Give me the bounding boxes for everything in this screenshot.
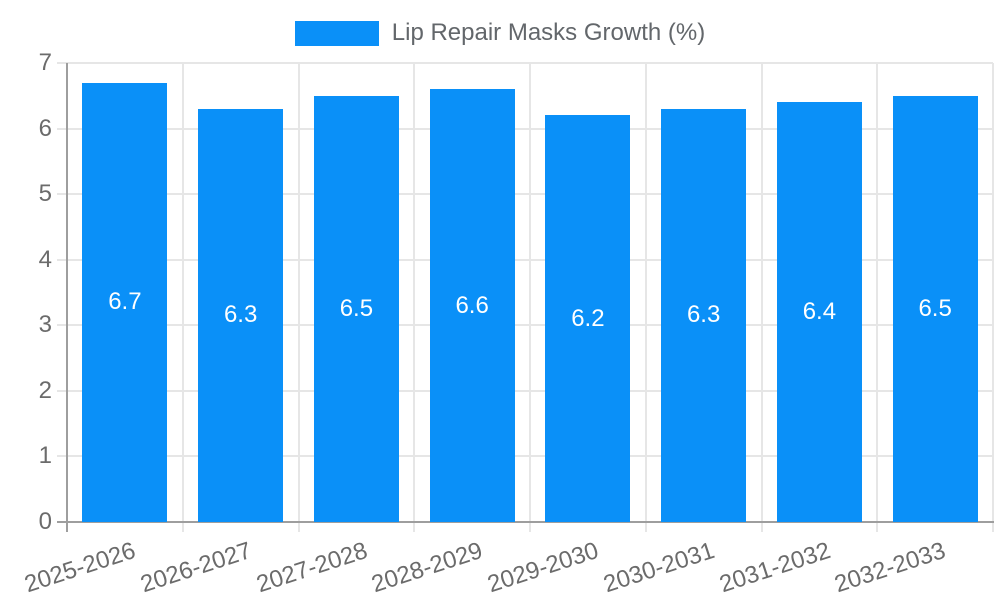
bar[interactable] — [313, 95, 399, 522]
y-axis-line — [66, 63, 68, 523]
x-axis-tick-mark — [760, 522, 763, 532]
legend[interactable]: Lip Repair Masks Growth (%) — [0, 19, 1000, 47]
x-axis-tick-mark — [413, 522, 416, 532]
x-axis-tick-mark — [876, 522, 879, 532]
bar[interactable] — [545, 115, 631, 522]
gridline-vertical — [181, 63, 184, 522]
gridline-vertical — [760, 63, 763, 522]
y-axis-tick-label: 4 — [38, 245, 52, 273]
x-axis-category-label: 2025-2026 — [21, 537, 139, 599]
bar-value-label: 6.4 — [802, 298, 837, 326]
bar-value-label: 6.5 — [918, 294, 952, 322]
bar-value-label: 6.7 — [108, 288, 142, 316]
y-axis-tick-label: 0 — [38, 508, 52, 535]
x-axis-category-label: 2030-2031 — [600, 537, 718, 599]
bar[interactable] — [82, 82, 168, 522]
x-axis-category-label: 2032-2033 — [831, 537, 950, 599]
x-axis-tick-mark — [66, 522, 68, 532]
bar[interactable] — [198, 108, 284, 522]
x-axis-tick-mark — [992, 522, 994, 532]
x-axis-tick-mark — [529, 522, 531, 532]
gridline-vertical — [297, 63, 300, 522]
y-axis-tick-mark — [57, 389, 67, 392]
x-axis-category-label: 2031-2032 — [715, 537, 834, 599]
y-axis-tick-mark — [57, 258, 67, 261]
y-axis-tick-mark — [57, 193, 67, 196]
bar-value-label: 6.2 — [571, 304, 605, 332]
bar-value-label: 6.5 — [339, 294, 374, 322]
y-axis-tick-mark — [57, 127, 67, 130]
bar[interactable] — [776, 102, 862, 522]
y-axis-tick-mark — [57, 62, 67, 64]
y-axis-tick-label: 2 — [38, 376, 52, 404]
y-axis-tick-label: 1 — [38, 442, 52, 470]
bar[interactable] — [429, 89, 515, 522]
x-axis-tick-mark — [181, 522, 184, 532]
x-axis-category-label: 2028-2029 — [368, 537, 487, 599]
y-axis-tick-label: 6 — [38, 114, 52, 142]
bar-value-label: 6.3 — [223, 301, 258, 329]
y-axis-tick-label: 3 — [38, 311, 52, 339]
y-axis-tick-mark — [57, 324, 67, 327]
bar-value-label: 6.3 — [686, 301, 721, 329]
x-axis-tick-mark — [644, 522, 647, 532]
y-axis-tick-label: 5 — [38, 180, 52, 208]
legend-series-label: Lip Repair Masks Growth (%) — [391, 19, 706, 46]
gridline-vertical — [876, 63, 879, 522]
bar[interactable] — [892, 95, 978, 522]
x-axis-line — [66, 521, 994, 523]
bar-value-label: 6.6 — [455, 291, 489, 319]
y-axis-tick-mark — [57, 455, 67, 458]
gridline-vertical — [529, 63, 531, 522]
gridline-vertical — [644, 63, 647, 522]
gridline-vertical — [413, 63, 416, 522]
y-axis-tick-mark — [57, 521, 67, 523]
gridline-vertical — [992, 63, 994, 522]
x-axis-category-label: 2029-2030 — [484, 537, 602, 599]
x-axis-tick-mark — [297, 522, 300, 532]
x-axis-category-label: 2026-2027 — [137, 537, 255, 599]
legend-color-swatch — [294, 20, 379, 46]
y-axis-tick-label: 7 — [38, 49, 52, 76]
x-axis-category-label: 2027-2028 — [252, 537, 371, 599]
bar[interactable] — [661, 108, 747, 522]
